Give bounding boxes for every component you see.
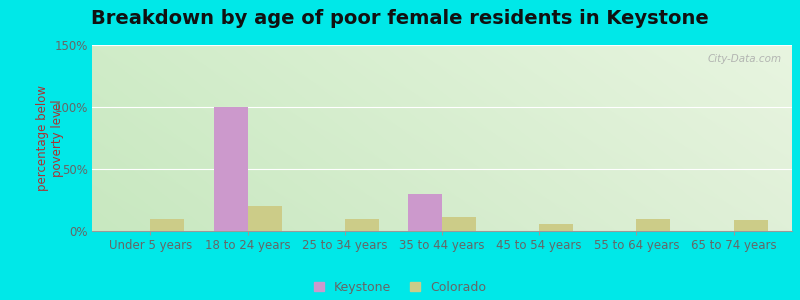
Bar	[150, 219, 184, 231]
Bar	[408, 194, 442, 231]
Bar	[214, 107, 247, 231]
Legend: Keystone, Colorado: Keystone, Colorado	[314, 281, 486, 294]
Text: Breakdown by age of poor female residents in Keystone: Breakdown by age of poor female resident…	[91, 9, 709, 28]
Bar	[442, 218, 476, 231]
Bar	[345, 219, 379, 231]
Bar	[247, 206, 282, 231]
Bar	[539, 224, 574, 231]
Text: City-Data.com: City-Data.com	[707, 54, 782, 64]
Bar	[637, 219, 670, 231]
Y-axis label: percentage below
poverty level: percentage below poverty level	[36, 85, 64, 191]
Bar	[734, 220, 768, 231]
